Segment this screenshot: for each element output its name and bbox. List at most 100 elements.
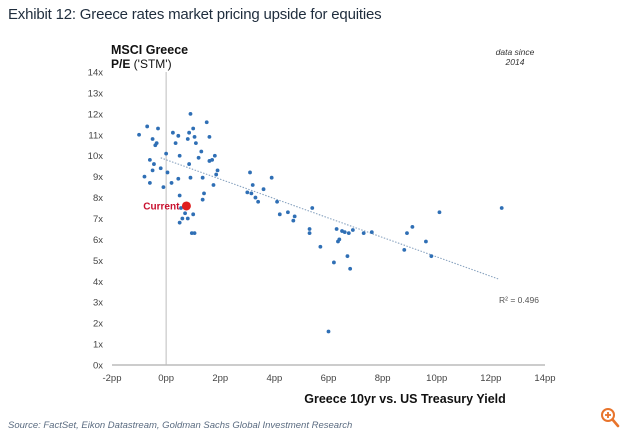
data-point [369,230,374,235]
data-since-annotation-line2: 2014 [505,57,525,67]
data-point [348,266,353,271]
y-tick-label: 2x [93,319,103,330]
y-axis-title-line2: P/E ('STM') [111,57,172,71]
data-point [192,231,197,236]
data-point [142,174,147,179]
y-tick-label: 10x [88,151,104,162]
data-point [200,197,205,202]
data-point [499,206,504,210]
data-point [261,187,266,192]
data-point [253,195,258,200]
data-point [286,210,290,215]
data-point [154,141,159,146]
data-point [429,254,434,259]
x-tick-label: 8pp [375,373,391,384]
y-tick-label: 13x [88,88,104,99]
y-tick-label: 9x [93,172,103,183]
data-point [248,170,252,175]
data-point [185,216,190,221]
x-tick-label: 14pp [534,373,555,384]
y-tick-label: 8x [93,193,103,204]
data-point [147,181,152,185]
data-point [145,124,150,129]
data-point [410,224,415,229]
x-axis-ticks: -2pp 0pp 2pp 4pp 6pp 8pp 10pp 12pp 14pp [102,373,555,384]
y-tick-label: 5x [93,256,103,267]
x-tick-label: 4pp [266,373,282,384]
data-point [214,172,219,177]
data-point [170,130,175,135]
y-tick-label: 11x [88,130,103,141]
y-axis-ticks: 0x 1x 2x 3x 4x 5x 6x 7x 8x 9x 10x 11x 12x 13x 14x [88,68,104,372]
x-tick-label: -2pp [102,373,121,384]
zoom-in-button[interactable] [600,407,620,429]
y-axis-title-line1: MSCI Greece [111,43,188,57]
data-point [177,153,182,158]
data-point [307,231,312,236]
x-tick-label: 12pp [480,373,501,384]
y-tick-label: 12x [88,109,104,120]
data-point [150,168,155,173]
data-point [192,134,197,139]
data-point [245,190,250,195]
y-tick-label: 4x [93,277,103,288]
data-point [215,168,220,173]
data-point [256,199,261,204]
data-point [350,228,355,232]
data-point [207,134,212,139]
data-point [346,231,351,236]
data-point [204,120,209,125]
data-point [334,227,339,231]
y-tick-label: 0x [93,361,103,372]
data-point [275,199,279,204]
data-point [152,162,156,166]
data-point [361,231,366,236]
data-point [199,149,204,154]
data-point [193,141,198,146]
data-point [277,212,282,217]
data-point [177,220,182,225]
current-point-marker [181,201,191,211]
data-point [188,175,193,180]
source-note: Source: FactSet, Eikon Datastream, Goldm… [8,420,353,431]
data-point [187,162,192,166]
data-point [250,183,255,187]
zoom-in-icon [601,408,620,428]
data-point [158,166,163,171]
data-point [165,170,170,175]
data-point [212,153,217,158]
data-point [187,130,192,135]
data-point [180,216,185,221]
data-point [191,126,196,131]
y-tick-label: 14x [88,68,104,79]
data-point [292,214,297,219]
r-squared-label: R² = 0.496 [499,295,539,305]
trend-line [160,157,500,280]
data-point [291,218,296,223]
data-since-annotation-line1: data since [496,47,535,57]
data-point [342,230,347,235]
data-point [191,212,196,217]
current-point-label: Current [143,201,180,212]
data-point [202,191,206,196]
data-point [211,183,216,187]
data-point [185,137,190,141]
data-point [176,176,181,181]
data-point [345,254,350,259]
data-point [332,260,336,265]
data-point [318,244,323,249]
data-point [424,239,428,244]
data-point [326,329,331,334]
y-tick-label: 1x [93,340,103,351]
data-point [156,126,160,131]
y-tick-label: 6x [93,235,103,246]
scatter-points [137,111,504,334]
data-point [183,211,187,216]
y-tick-label: 3x [93,298,103,309]
data-point [249,191,254,196]
data-point [147,158,152,162]
data-point [179,206,183,210]
x-tick-label: 0pp [158,373,174,384]
data-point [207,159,212,163]
